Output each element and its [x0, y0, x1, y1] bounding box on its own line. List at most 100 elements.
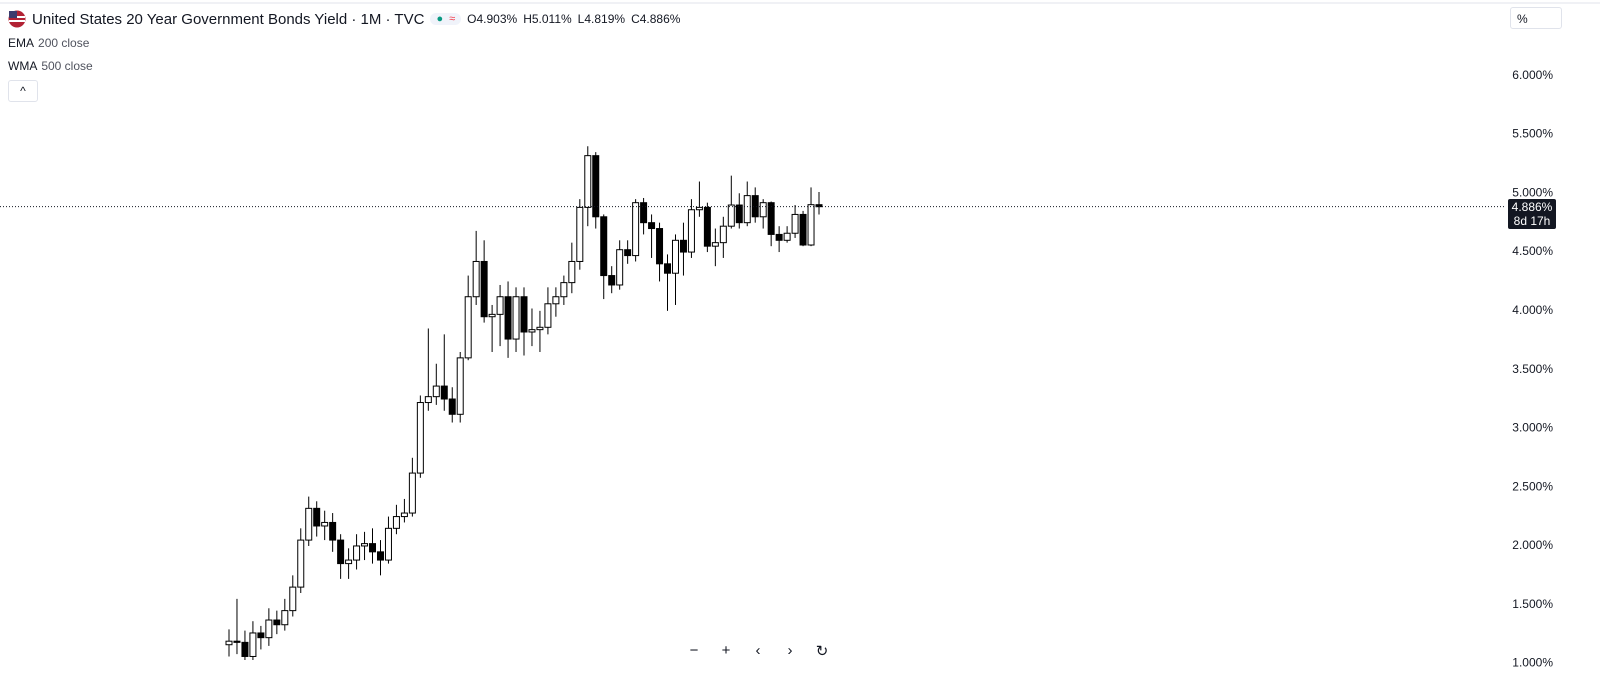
candle-body: [233, 640, 241, 643]
ohlc-label: L: [577, 12, 585, 26]
ohlc-values: O4.903% H5.011% L4.819% C4.886%: [467, 12, 680, 26]
candle-body: [321, 521, 329, 527]
candle-body: [504, 296, 512, 340]
y-tick-label: 4.500%: [1512, 244, 1553, 258]
candle-body: [440, 385, 448, 400]
candle-body: [687, 209, 695, 253]
candle-body: [257, 632, 265, 639]
candle-body: [249, 632, 257, 657]
candle-body: [241, 641, 249, 657]
indicator: WMA 500 close: [8, 59, 93, 73]
candle-body: [289, 586, 297, 612]
y-tick-label: 3.500%: [1512, 362, 1553, 376]
ohlc-label: O: [467, 12, 477, 26]
ohlc-label: C: [631, 12, 640, 26]
candle-body: [671, 239, 679, 274]
candle-body: [783, 232, 791, 241]
candle-body: [600, 216, 608, 277]
candle-body: [265, 619, 273, 639]
candle-body: [584, 155, 592, 208]
candle-body: [400, 512, 408, 518]
y-tick-label: 1.500%: [1512, 597, 1553, 611]
symbol-title[interactable]: United States 20 Year Government Bonds Y…: [32, 10, 425, 28]
candle-body: [711, 242, 719, 247]
nav-toolbar: − + ‹ › ↻: [682, 642, 834, 660]
candle-body: [775, 233, 783, 241]
candle-body: [488, 313, 496, 318]
scale-button[interactable]: %: [1510, 7, 1562, 29]
candle-body: [273, 619, 281, 626]
scroll-left[interactable]: ‹: [755, 642, 761, 659]
indicator: EMA 200 close: [8, 36, 89, 50]
candle-body: [759, 202, 767, 218]
candle-body: [695, 206, 703, 211]
candle-body: [305, 507, 313, 541]
candle-body: [448, 398, 456, 415]
candle-body: [408, 472, 416, 514]
zoom-out[interactable]: −: [689, 642, 699, 659]
candle-body: [225, 640, 233, 646]
candle-body: [472, 260, 480, 298]
reset[interactable]: ↻: [815, 643, 829, 660]
indicator-params: 500 close: [41, 59, 93, 73]
indicator-params: 200 close: [38, 36, 90, 50]
candle-body: [376, 551, 384, 561]
scroll-right[interactable]: ›: [787, 642, 793, 659]
candle-body: [767, 202, 775, 235]
candle-body: [432, 385, 440, 398]
candle-body: [664, 263, 672, 274]
candle-body: [496, 296, 504, 315]
ohlc-value: 5.011%: [531, 12, 572, 26]
candle-body: [297, 539, 305, 588]
candle-body: [544, 303, 552, 328]
candle-body: [552, 296, 560, 305]
candle-body: [592, 155, 600, 218]
zoom-in[interactable]: +: [721, 642, 731, 659]
candle-body: [576, 206, 584, 262]
y-tick-label: 3.000%: [1512, 421, 1553, 435]
status-badge: ● ≈: [430, 13, 462, 25]
candle-body: [392, 516, 400, 529]
candle-body: [608, 275, 616, 286]
y-tick-label: 6.000%: [1512, 68, 1553, 82]
candle-body: [727, 204, 735, 227]
candle-body: [568, 260, 576, 284]
candle-body: [464, 296, 472, 359]
candle-body: [345, 559, 353, 565]
candle-body: [456, 357, 464, 415]
candle-body: [632, 202, 640, 257]
ohlc-item: L4.819%: [578, 12, 625, 26]
candle-body: [528, 329, 536, 333]
ohlc-value: 4.819%: [584, 12, 626, 26]
collapse-button[interactable]: ^: [8, 80, 38, 102]
countdown: 8d 17h: [1513, 214, 1551, 228]
candle-body: [536, 326, 544, 331]
candle-body: [361, 543, 369, 547]
candle-body: [735, 204, 743, 224]
candle-body: [384, 527, 392, 561]
candle-body: [560, 282, 568, 298]
candle-body: [679, 239, 687, 253]
flag-icon: [8, 10, 26, 28]
y-tick-label: 2.500%: [1512, 479, 1553, 493]
last-price-box: 4.886% 8d 17h: [1508, 199, 1556, 229]
y-tick-label: 5.000%: [1512, 185, 1553, 199]
y-tick-label: 4.000%: [1512, 303, 1553, 317]
last-price-label: 4.886%: [1511, 200, 1553, 214]
candle-body: [791, 213, 799, 234]
plot-area: [225, 146, 823, 660]
candle-body: [624, 249, 632, 257]
candle-body: [353, 545, 361, 561]
candle-body: [520, 296, 528, 333]
candle-body: [281, 610, 289, 626]
y-tick-label: 5.500%: [1512, 127, 1553, 141]
ohlc-label: H: [523, 12, 532, 26]
candle-body: [807, 204, 815, 246]
candle-body: [329, 521, 337, 541]
candle-body: [703, 206, 711, 247]
candle-body: [337, 539, 345, 565]
candle-body: [656, 228, 664, 265]
candle-body: [743, 195, 751, 224]
